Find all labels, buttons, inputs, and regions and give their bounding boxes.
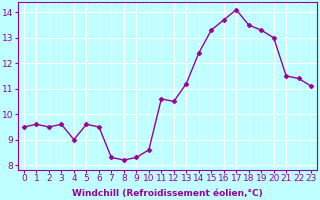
X-axis label: Windchill (Refroidissement éolien,°C): Windchill (Refroidissement éolien,°C) bbox=[72, 189, 263, 198]
